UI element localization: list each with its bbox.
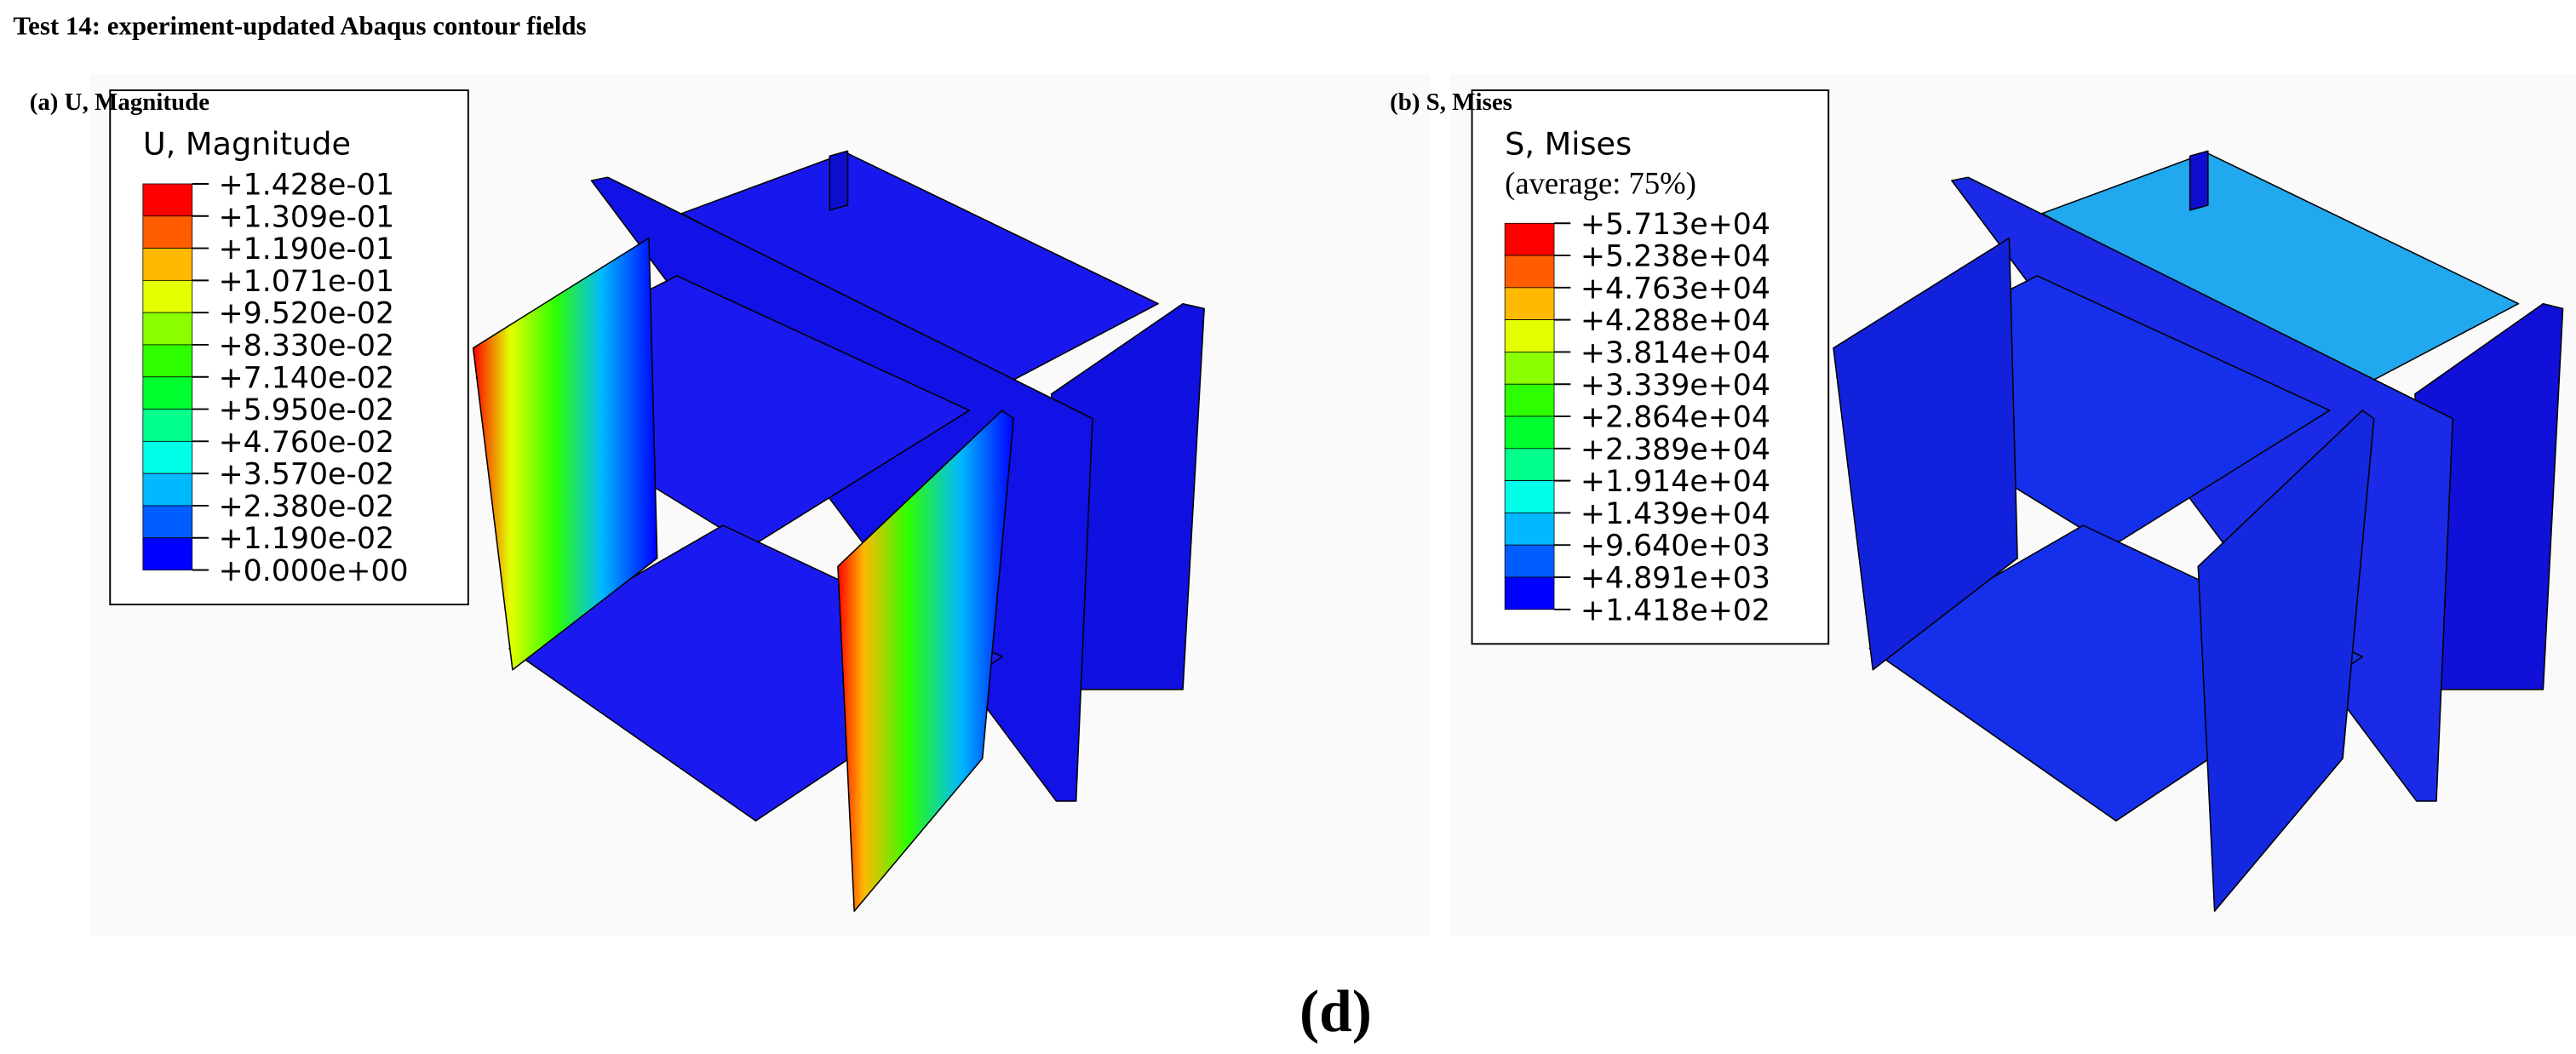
legend-swatch: [142, 215, 193, 249]
legend-entry: +1.071e-01: [219, 265, 395, 299]
legend-entry: +1.418e+02: [1581, 593, 1770, 627]
legend-subtitle: (average: 75%): [1505, 166, 1696, 201]
legend-entry: +3.814e+04: [1581, 336, 1770, 370]
legend-swatch: [1504, 513, 1555, 546]
legend-entry: +4.891e+03: [1581, 562, 1770, 596]
legend-swatch: [142, 344, 193, 378]
legend-entry: +1.914e+04: [1581, 465, 1770, 499]
legend-entry: +1.190e-01: [219, 232, 395, 266]
model-b: [1833, 150, 2564, 913]
legend-swatch: [142, 409, 193, 442]
legend-swatch: [1504, 544, 1555, 578]
legend-entry: +2.380e-02: [219, 490, 395, 524]
legend-swatch: [142, 537, 193, 570]
legend-entry: +4.288e+04: [1581, 304, 1770, 338]
legend-swatch: [1504, 480, 1555, 513]
legend-swatch: [142, 248, 193, 281]
legend-swatch: [142, 473, 193, 507]
legend-swatch: [142, 440, 193, 474]
legend-entry: +5.713e+04: [1581, 208, 1770, 242]
legend-entry: +3.339e+04: [1581, 369, 1770, 403]
legend-swatch: [142, 376, 193, 410]
legend-entry: +1.428e-01: [219, 169, 395, 203]
legend-swatch: [142, 505, 193, 539]
model-a: [472, 150, 1205, 913]
legend-swatch: [142, 312, 193, 346]
legend-swatch: [1504, 319, 1555, 352]
figure-title: Test 14: experiment-updated Abaqus conto…: [13, 12, 586, 41]
legend-swatch: [142, 183, 193, 217]
legend-entry: +5.238e+04: [1581, 240, 1770, 274]
legend-entry: +8.330e-02: [219, 329, 395, 363]
legend-title: U, Magnitude: [143, 125, 351, 162]
legend-entry: +1.309e-01: [219, 200, 395, 234]
legend-entry: +2.389e+04: [1581, 432, 1770, 467]
legend-swatch: [1504, 415, 1555, 450]
legend-swatch: [1504, 255, 1555, 289]
legend-entry: +9.520e-02: [219, 297, 395, 331]
legend-entry: +4.760e-02: [219, 426, 395, 460]
panel-label: (a) U, Magnitude: [30, 89, 209, 116]
legend-swatch: [1504, 576, 1555, 610]
legend-entry: +9.640e+03: [1581, 530, 1770, 564]
legend-swatch: [1504, 222, 1555, 256]
legend-swatch: [1504, 448, 1555, 482]
legend-swatch: [1504, 287, 1555, 321]
panel-label: (b) S, Mises: [1390, 89, 1512, 116]
legend-entry: +7.140e-02: [219, 361, 395, 395]
legend-swatch: [142, 279, 193, 313]
legend-entry: +3.570e-02: [219, 458, 395, 492]
legend-swatch: [1504, 383, 1555, 417]
legend-entry: +0.000e+00: [219, 554, 409, 588]
legend-title: S, Mises: [1505, 125, 1632, 162]
legend-swatch: [1504, 352, 1555, 385]
legend-entry: +2.864e+04: [1581, 401, 1770, 435]
caption: (d): [1299, 979, 1372, 1045]
legend-entry: +5.950e-02: [219, 393, 395, 427]
legend-entry: +1.439e+04: [1581, 497, 1770, 531]
legend-entry: +4.763e+04: [1581, 272, 1770, 306]
legend-entry: +1.190e-02: [219, 522, 395, 556]
